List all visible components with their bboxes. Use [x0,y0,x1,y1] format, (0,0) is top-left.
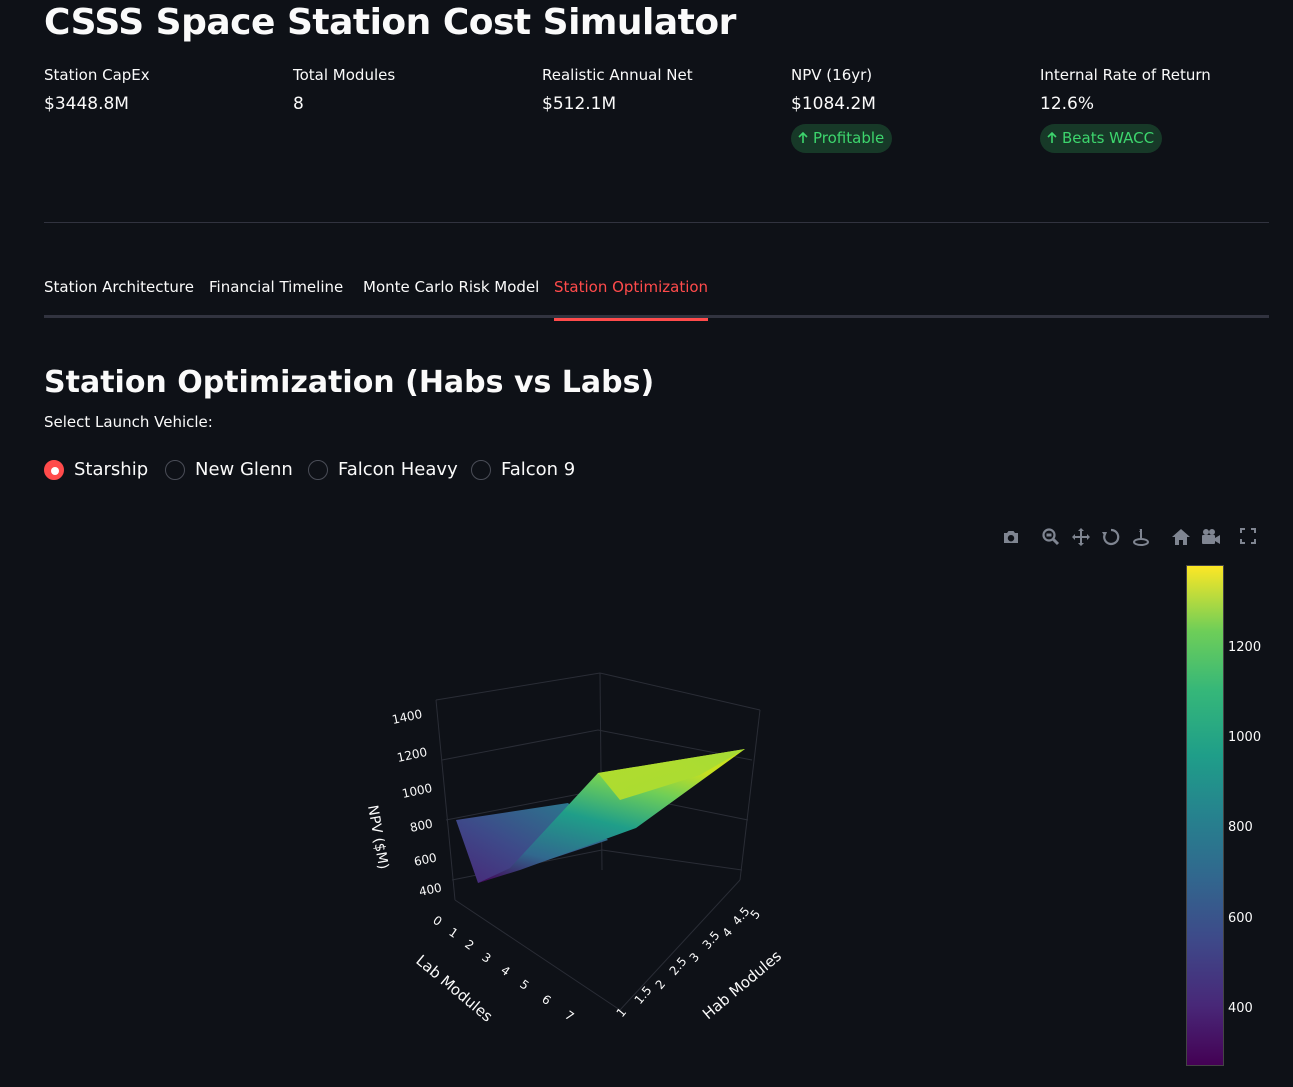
lab-tick: 2 [462,937,476,953]
tab-station-optimization[interactable]: Station Optimization [554,274,709,321]
metric-label: Station CapEx [44,66,150,84]
metrics-row: Station CapEx $3448.8M Total Modules 8 R… [44,64,1269,174]
metric-delta-text: Beats WACC [1062,129,1155,147]
pan-icon[interactable] [1068,524,1094,550]
colorbar-tick: 400 [1228,1001,1253,1016]
z-tick: 600 [413,850,438,868]
metric-value: $3448.8M [44,94,129,114]
svg-text:z: z [1139,528,1142,534]
z-tick: 1000 [401,781,434,801]
metric-total-modules: Total Modules 8 [293,64,533,116]
metric-annual-net: Realistic Annual Net $512.1M [542,64,782,116]
radio-unchecked-icon[interactable] [165,460,185,480]
tab-financial-timeline[interactable]: Financial Timeline [209,278,344,296]
camera-icon[interactable] [998,524,1024,550]
surface-patch-top [598,749,745,800]
colorbar-tick: 600 [1228,911,1253,926]
hab-tick: 5 [748,907,764,922]
hab-tick: 1.5 [632,983,655,1007]
home-icon[interactable] [1168,524,1194,550]
radio-checked-icon[interactable] [44,460,64,480]
radio-group-label: Select Launch Vehicle: [44,413,213,431]
metric-npv: NPV (16yr) $1084.2M Profitable [791,64,1031,153]
metric-value: 12.6% [1040,94,1095,114]
arrow-up-icon [1047,132,1057,143]
metric-label: Total Modules [293,66,396,84]
hab-tick: 3.5 [700,928,723,952]
metric-delta-text: Profitable [813,129,885,147]
lab-tick: 3 [479,950,493,966]
radio-option-label: Falcon 9 [501,459,576,480]
metric-label: Realistic Annual Net [542,66,693,84]
lab-tick: 5 [517,977,531,993]
app-title: CSSS Space Station Cost Simulator [44,2,736,43]
metric-value: 8 [293,94,304,114]
metric-value: $512.1M [542,94,617,114]
turntable-icon[interactable]: z [1128,524,1154,550]
colorbar-tick: 800 [1228,820,1253,835]
divider [44,222,1269,223]
radio-option-label: Falcon Heavy [338,459,458,480]
radio-falcon-heavy[interactable]: Falcon Heavy [308,456,458,484]
hab-axis-title: Hab Modules [699,947,785,1023]
radio-unchecked-icon[interactable] [471,460,491,480]
hab-tick: 2.5 [667,954,690,978]
metric-label: NPV (16yr) [791,66,873,84]
radio-unchecked-icon[interactable] [308,460,328,480]
metric-value: $1084.2M [791,94,876,114]
metric-irr: Internal Rate of Return 12.6% Beats WACC [1040,64,1280,153]
lab-tick: 4 [498,963,512,979]
lab-axis-ticks: 0 1 2 3 4 5 6 7 [430,913,576,1024]
surface-patch-front [478,749,745,883]
z-tick: 1400 [391,707,424,727]
metric-capex: Station CapEx $3448.8M [44,64,284,116]
radio-starship[interactable]: Starship [44,456,148,484]
metric-label: Internal Rate of Return [1040,66,1211,84]
metric-delta-badge: Beats WACC [1040,124,1163,153]
z-tick: 400 [418,880,443,898]
section-title: Station Optimization (Habs vs Labs) [44,365,655,400]
radio-option-label: Starship [74,459,149,480]
arrow-up-icon [798,132,808,143]
z-axis-ticks: 1400 1200 1000 800 600 400 [391,707,443,899]
metric-delta-badge: Profitable [791,124,893,153]
radio-option-label: New Glenn [195,459,293,480]
radio-new-glenn[interactable]: New Glenn [165,456,293,484]
hab-tick: 3 [687,950,703,965]
z-tick: 1200 [396,745,429,765]
hab-axis-ticks: 1 1.5 2 2.5 3 3.5 4 4.5 5 [614,904,764,1020]
camera-view-icon[interactable] [1198,524,1224,550]
tab-monte-carlo[interactable]: Monte Carlo Risk Model [363,278,540,296]
lab-tick: 6 [539,992,553,1008]
colorbar-tick: 1000 [1228,730,1262,745]
hab-tick: 4.5 [730,904,753,928]
tab-bar: Station Architecture Financial Timeline … [44,274,1269,321]
lab-tick: 1 [446,925,460,941]
colorbar-tick: 1200 [1228,640,1262,655]
z-axis-title: NPV ($M) [364,804,391,871]
z-tick: 800 [409,816,434,834]
fullscreen-icon[interactable] [1238,526,1260,548]
lab-tick: 7 [562,1008,576,1024]
hab-tick: 2 [653,977,669,992]
orbit-icon[interactable] [1098,524,1124,550]
zoom-icon[interactable] [1038,524,1064,550]
radio-falcon-9[interactable]: Falcon 9 [471,456,575,484]
tab-station-architecture[interactable]: Station Architecture [44,278,194,296]
hab-tick: 1 [614,1005,630,1020]
lab-tick: 0 [430,913,444,929]
colorbar [1186,565,1224,1066]
